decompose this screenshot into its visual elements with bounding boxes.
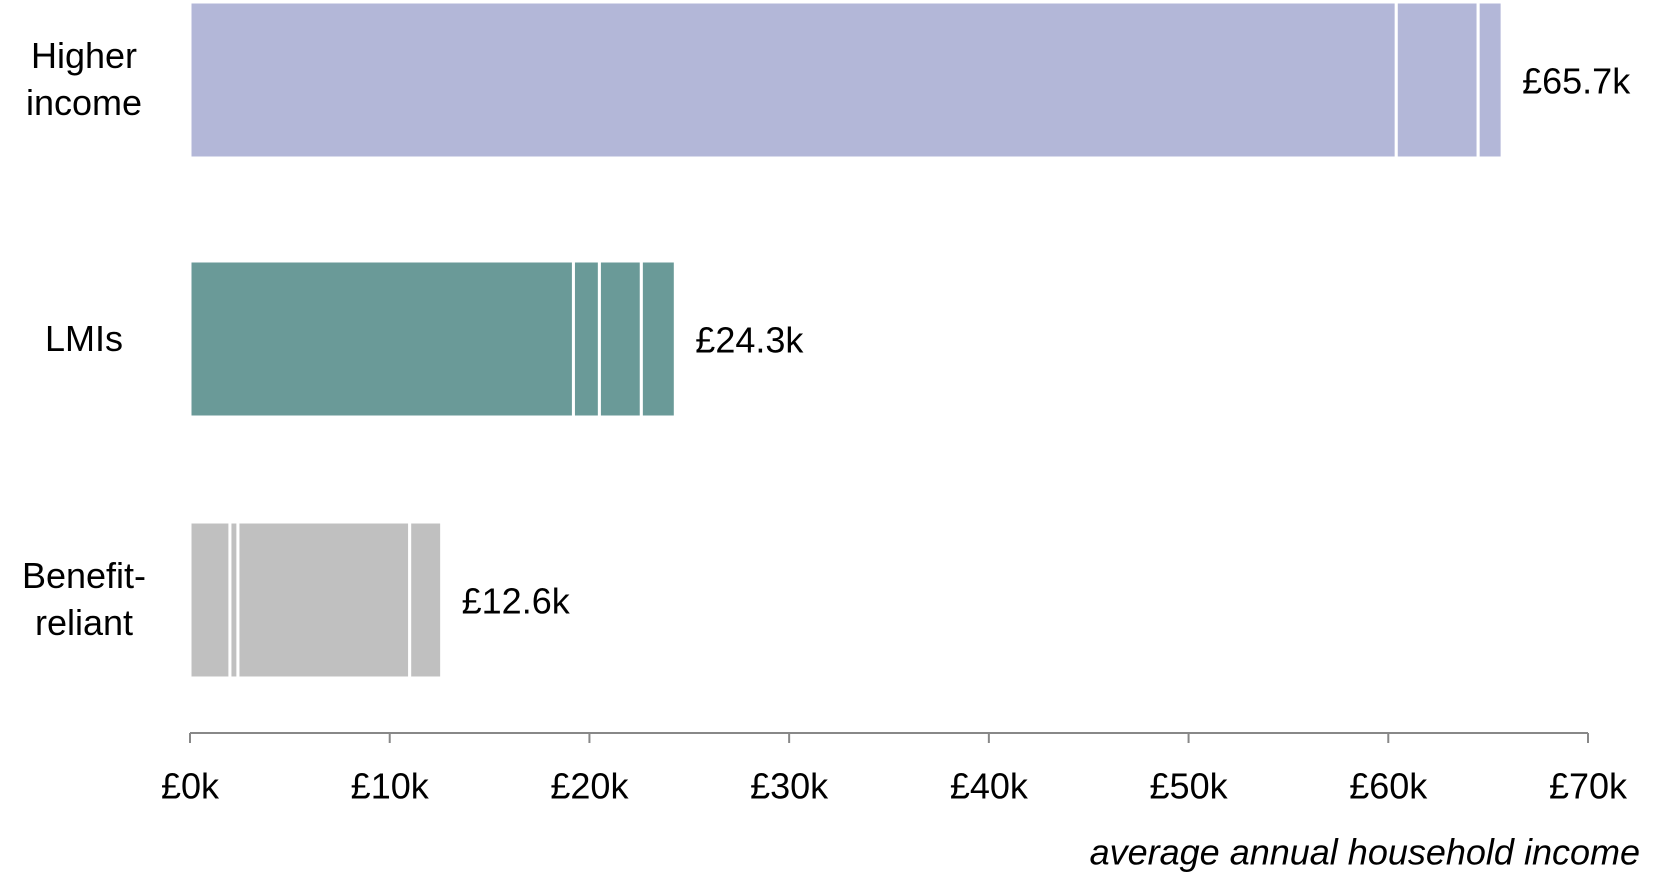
x-tick-label: £60k [1349, 766, 1428, 807]
bar-segment [571, 259, 601, 419]
bar-segment [188, 259, 575, 419]
bar-segment [1394, 0, 1480, 160]
category-label: LMIs [44, 317, 123, 359]
bar-segment [597, 259, 643, 419]
x-axis-label: average annual household income [1090, 832, 1640, 873]
bar-segment [639, 259, 677, 419]
x-tick-label: £0k [161, 766, 220, 807]
bar-segment [236, 520, 412, 680]
x-tick-label: £40k [950, 766, 1029, 807]
value-label: £12.6k [462, 581, 571, 622]
x-tick-label: £10k [351, 766, 430, 807]
x-tick-label: £70k [1549, 766, 1628, 807]
bar-segment [188, 0, 1398, 160]
category-label: Higher income [25, 35, 143, 123]
category-label: Benefit-reliant [21, 555, 147, 643]
x-tick-label: £50k [1150, 766, 1229, 807]
x-tick-label: £20k [550, 766, 629, 807]
value-label: £65.7k [1522, 61, 1631, 102]
bar-segment [188, 520, 232, 680]
x-tick-label: £30k [750, 766, 829, 807]
value-label: £24.3k [695, 320, 804, 361]
bar-segment [1476, 0, 1504, 160]
bar-segment [408, 520, 444, 680]
